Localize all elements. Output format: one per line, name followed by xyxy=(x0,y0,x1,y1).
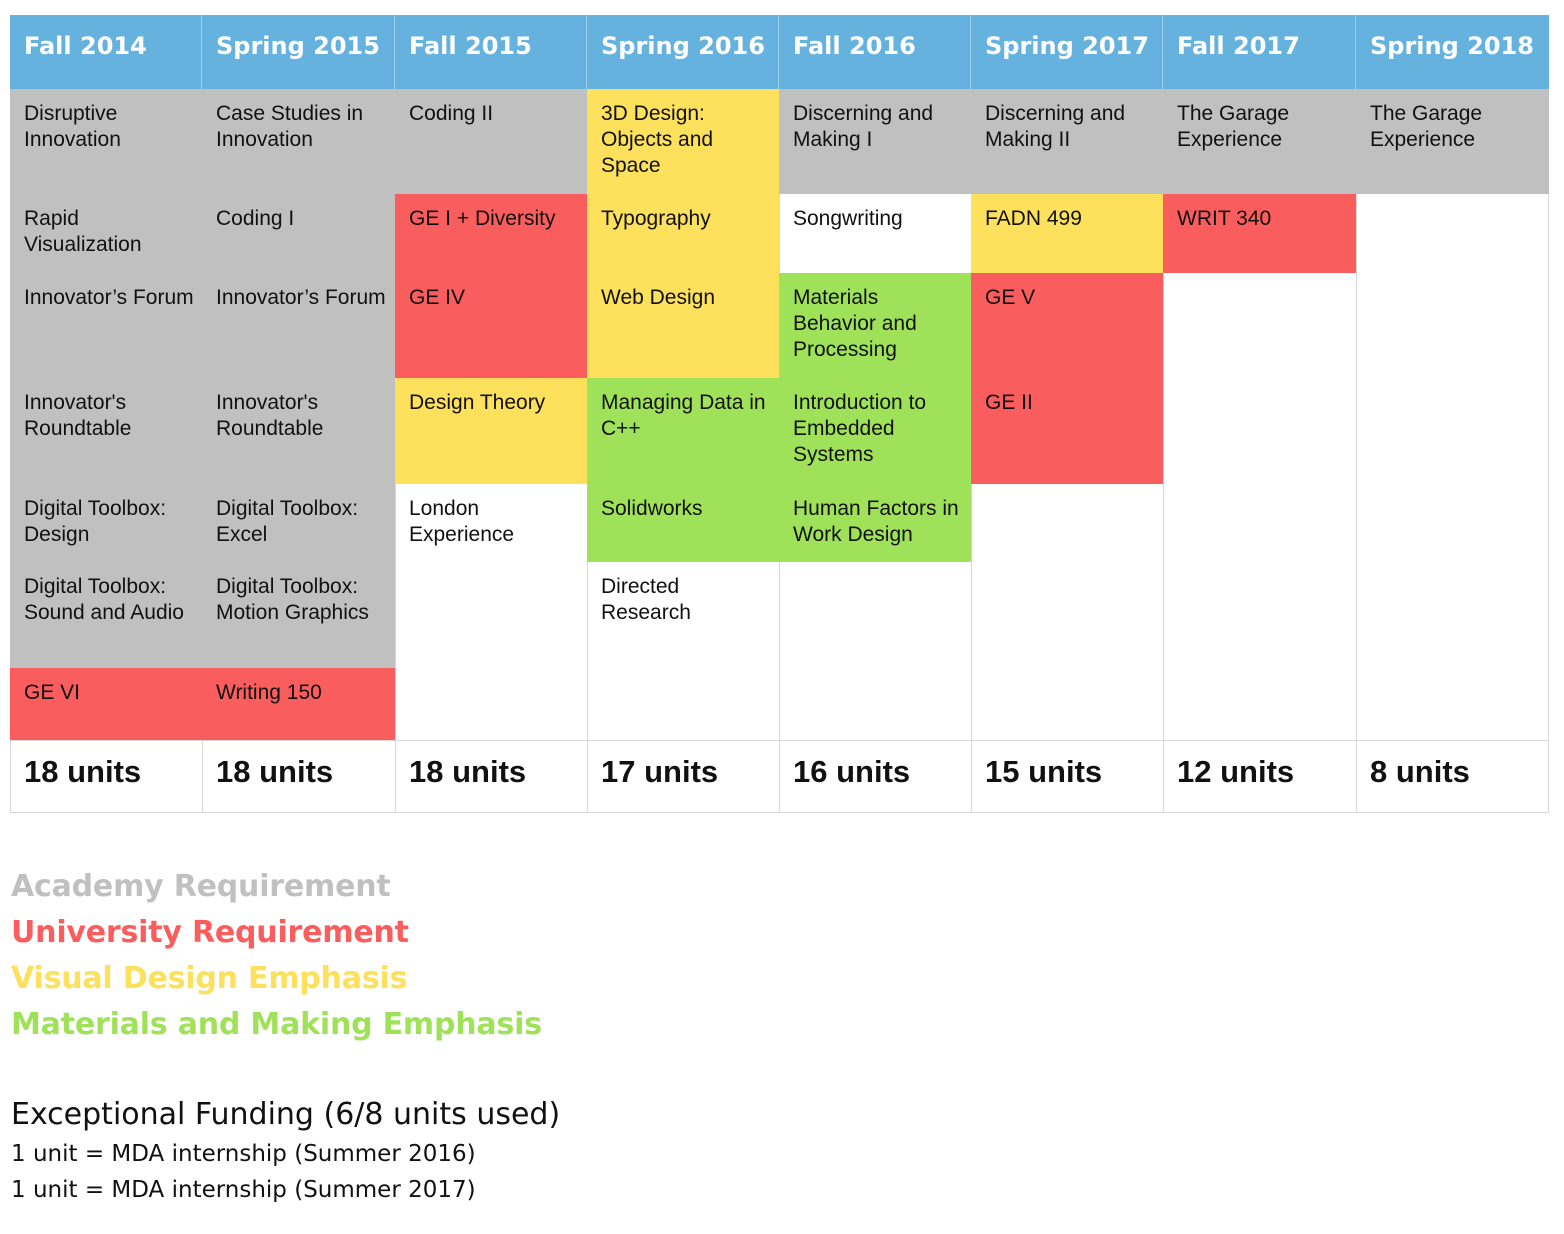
legend-visual: Visual Design Emphasis xyxy=(11,961,408,996)
semester-header: Fall 2016 xyxy=(779,15,971,89)
course-cell: Writing 150 xyxy=(202,668,395,740)
course-cell: Innovator's Roundtable xyxy=(10,378,202,484)
course-cell: Discerning and Making I xyxy=(779,89,971,194)
semester-header: Fall 2014 xyxy=(10,15,202,89)
course-cell: Songwriting xyxy=(793,207,903,230)
course-cell: Rapid Visualization xyxy=(10,194,202,273)
semester-header: Spring 2018 xyxy=(1356,15,1549,89)
course-cell: Digital Toolbox: Sound and Audio xyxy=(10,562,202,668)
course-cell: Human Factors in Work Design xyxy=(779,484,971,562)
grid-line xyxy=(10,812,1549,813)
funding-line: 1 unit = MDA internship (Summer 2017) xyxy=(11,1177,476,1203)
units-total: 15 units xyxy=(985,754,1103,789)
exceptional-funding: Exceptional Funding (6/8 units used) 1 u… xyxy=(11,1094,560,1208)
course-cell: Discerning and Making II xyxy=(971,89,1163,194)
course-cell: Design Theory xyxy=(395,378,587,484)
course-cell: Innovator’s Forum xyxy=(10,273,202,378)
course-cell: Innovator's Roundtable xyxy=(202,378,395,484)
course-cell: Digital Toolbox: Excel xyxy=(202,484,395,562)
course-cell: Managing Data in C++ xyxy=(587,378,779,484)
units-total: 8 units xyxy=(1370,754,1470,789)
legend-materials: Materials and Making Emphasis xyxy=(11,1007,542,1042)
course-cell: FADN 499 xyxy=(971,194,1163,273)
units-total: 18 units xyxy=(409,754,527,789)
legend-university: University Requirement xyxy=(11,915,409,950)
course-cell: 3D Design: Objects and Space xyxy=(587,89,779,194)
semester-header: Spring 2017 xyxy=(971,15,1163,89)
semester-header: Spring 2016 xyxy=(587,15,779,89)
units-total: 18 units xyxy=(24,754,142,789)
course-cell: Case Studies in Innovation xyxy=(202,89,395,194)
course-cell: GE IV xyxy=(395,273,587,378)
units-total: 18 units xyxy=(216,754,334,789)
course-cell: Typography xyxy=(587,194,779,273)
course-cell: London Experience xyxy=(409,497,515,546)
course-cell: GE I + Diversity xyxy=(395,194,587,273)
legend-academy: Academy Requirement xyxy=(11,869,391,904)
course-cell: Solidworks xyxy=(587,484,779,562)
units-total: 17 units xyxy=(601,754,719,789)
course-cell: The Garage Experience xyxy=(1356,89,1549,194)
course-cell: Digital Toolbox: Design xyxy=(10,484,202,562)
course-cell: GE VI xyxy=(10,668,202,740)
course-cell: GE II xyxy=(971,378,1163,484)
course-plan-table: Fall 2014 Spring 2015 Fall 2015 Spring 2016… xyxy=(10,15,1549,813)
course-cell: Coding I xyxy=(202,194,395,273)
units-total: 16 units xyxy=(793,754,911,789)
course-cell: GE V xyxy=(971,273,1163,378)
course-cell: Innovator’s Forum xyxy=(202,273,395,378)
course-cell: Directed Research xyxy=(601,575,691,624)
grid-line xyxy=(1163,89,1164,813)
units-total: 12 units xyxy=(1177,754,1295,789)
funding-title: Exceptional Funding (6/8 units used) xyxy=(11,1097,561,1132)
course-cell: Materials Behavior and Processing xyxy=(779,273,971,378)
course-cell: Disruptive Innovation xyxy=(10,89,202,194)
course-cell: WRIT 340 xyxy=(1163,194,1356,273)
course-cell: Coding II xyxy=(395,89,587,194)
semester-header: Fall 2015 xyxy=(395,15,587,89)
legend: Academy Requirement University Requireme… xyxy=(11,864,542,1048)
course-cell: Digital Toolbox: Motion Graphics xyxy=(202,562,395,668)
course-cell: Introduction to Embedded Systems xyxy=(779,378,971,484)
grid-line xyxy=(1356,89,1357,813)
course-cell: Web Design xyxy=(587,273,779,378)
semester-header: Fall 2017 xyxy=(1163,15,1356,89)
course-cell: The Garage Experience xyxy=(1163,89,1356,194)
semester-header: Spring 2015 xyxy=(202,15,395,89)
funding-line: 1 unit = MDA internship (Summer 2016) xyxy=(11,1141,476,1167)
grid-line xyxy=(10,740,1549,741)
grid-line xyxy=(1548,89,1549,813)
